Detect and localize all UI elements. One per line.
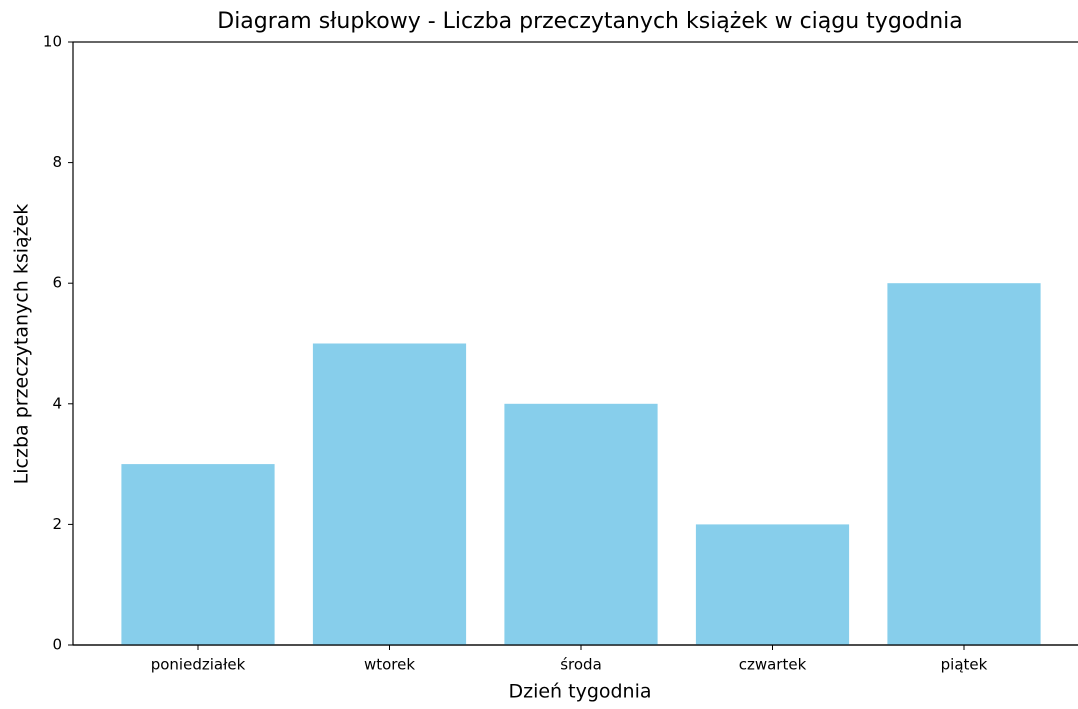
x-tick-label: środa [560,656,602,674]
y-tick-label: 0 [52,636,62,654]
y-axis-label: Liczba przeczytanych książek [11,204,33,485]
bar [695,524,850,645]
y-tick-label: 2 [52,515,62,533]
y-tick-label: 8 [52,153,62,171]
bar [504,403,658,645]
x-tick-label: poniedziałek [151,656,246,674]
x-tick-label: piątek [941,656,988,674]
x-tick-label: czwartek [739,656,807,674]
y-tick-label: 10 [43,33,62,51]
y-tick-label: 4 [52,394,62,412]
x-axis-label: Dzień tygodnia [508,681,651,703]
bar [887,283,1041,645]
bar [121,464,275,645]
y-tick-label: 6 [52,274,62,292]
bar [312,343,467,645]
chart-title: Diagram słupkowy - Liczba przeczytanych … [217,9,963,34]
x-tick-label: wtorek [364,656,415,674]
